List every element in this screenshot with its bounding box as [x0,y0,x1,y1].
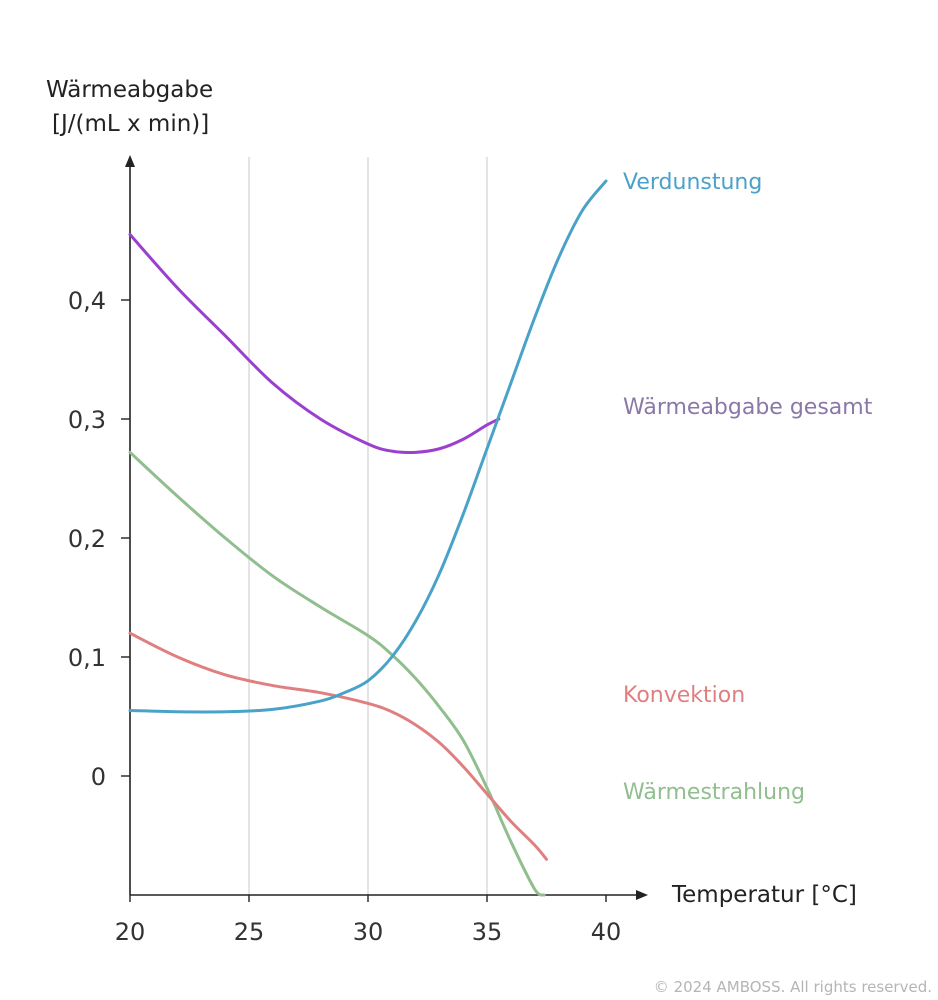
series-label-verdunstung: Verdunstung [623,170,762,195]
y-tick-label: 0,1 [68,644,106,672]
x-axis-arrow-icon [636,890,648,900]
series-label-konvektion: Konvektion [623,683,745,708]
y-tick-label: 0,2 [68,525,106,553]
series-line-waermeabgabe-gesamt [128,233,501,454]
series-line-verdunstung [128,179,608,714]
copyright-notice: © 2024 AMBOSS. All rights reserved. [653,978,932,996]
y-axis-arrow-icon [125,155,135,167]
gridlines [248,157,488,895]
x-axis-title: Temperatur [°C] [671,882,857,908]
y-tick-label: 0,3 [68,406,106,434]
x-tick-label: 20 [115,918,146,946]
y-tick-label: 0 [91,763,106,791]
x-tick-label: 25 [234,918,265,946]
x-tick-label: 30 [353,918,384,946]
series-line-waermestrahlung [128,450,546,897]
y-axis-title-line1: Wärmeabgabe [46,77,213,103]
x-tick-label: 40 [591,918,622,946]
axis-ticks: 20 25 30 35 40 0 0,1 0,2 0,3 0,4 [68,287,621,946]
series-label-waermestrahlung: Wärmestrahlung [623,780,805,805]
x-tick-label: 35 [472,918,503,946]
axes [125,155,648,900]
y-axis-title-line2: [J/(mL x min)] [52,111,209,137]
series-label-waermeabgabe-gesamt: Wärmeabgabe gesamt [623,395,873,420]
series-line-konvektion [128,631,548,861]
y-tick-label: 0,4 [68,287,106,315]
series-lines [128,179,608,897]
